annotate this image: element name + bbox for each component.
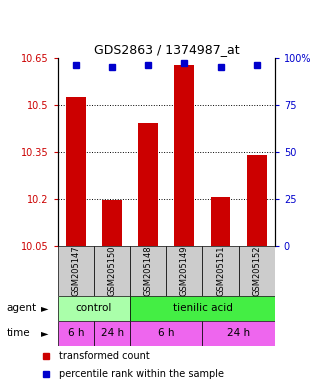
Bar [102,200,122,246]
Bar [138,124,158,246]
Text: tienilic acid: tienilic acid [172,303,232,313]
Bar [94,321,130,346]
Text: GSM205147: GSM205147 [71,245,80,296]
Bar [94,246,130,296]
Bar [58,296,130,321]
Bar [203,246,239,296]
Text: 24 h: 24 h [101,328,124,338]
Text: percentile rank within the sample: percentile rank within the sample [59,369,224,379]
Bar [166,246,203,296]
Bar [58,321,94,346]
Text: 24 h: 24 h [227,328,250,338]
Bar [174,65,194,246]
Bar [66,97,86,246]
Text: ►: ► [41,328,48,338]
Text: GSM205151: GSM205151 [216,245,225,296]
Text: ►: ► [41,303,48,313]
Bar [211,197,230,246]
Bar [130,321,203,346]
Text: transformed count: transformed count [59,351,150,361]
Bar [58,246,94,296]
Bar [130,296,275,321]
Title: GDS2863 / 1374987_at: GDS2863 / 1374987_at [94,43,239,56]
Bar [247,155,266,246]
Text: 6 h: 6 h [158,328,174,338]
Bar [239,246,275,296]
Text: GSM205148: GSM205148 [144,245,153,296]
Text: GSM205150: GSM205150 [108,245,117,296]
Text: time: time [7,328,30,338]
Bar [130,246,166,296]
Text: GSM205152: GSM205152 [252,245,261,296]
Text: agent: agent [7,303,37,313]
Text: control: control [76,303,112,313]
Bar [203,321,275,346]
Text: GSM205149: GSM205149 [180,245,189,296]
Text: 6 h: 6 h [68,328,84,338]
